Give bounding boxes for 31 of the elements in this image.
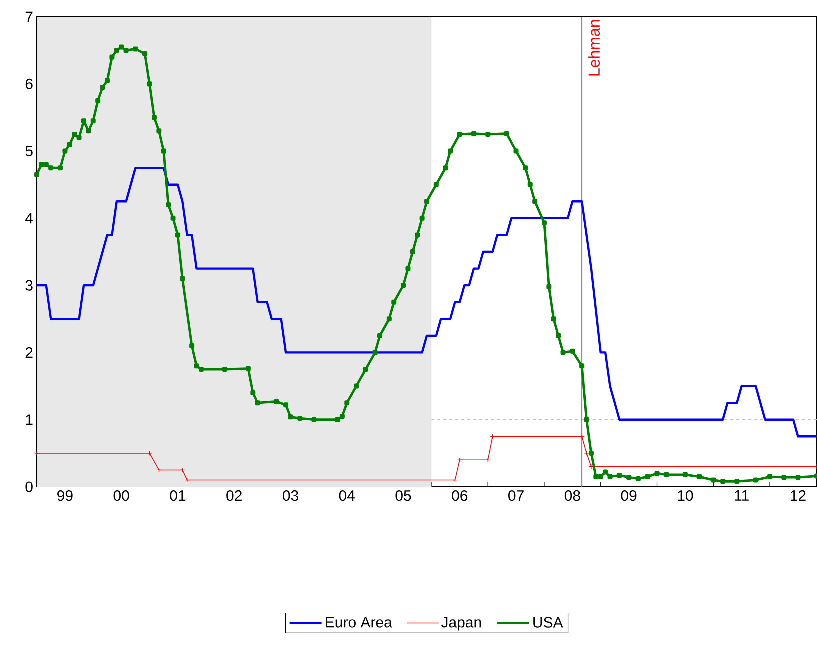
y-tick-label: 5 [26,146,33,157]
x-tick-label: 08 [564,490,580,502]
y-tick-label: 1 [26,414,33,426]
legend-label: Euro Area [326,617,392,628]
x-tick-label: 11 [735,490,749,501]
x-tick-label: 00 [114,490,130,502]
x-tick-label: 02 [226,490,242,502]
point [147,450,152,456]
point [584,450,590,456]
y-tick-label: 6 [26,78,33,90]
x-tick-label: 09 [621,490,637,502]
legend-label: Japan [441,617,482,631]
x-tick-label: 06 [452,490,468,502]
x-tick-label: 10 [678,490,694,502]
point [580,434,585,440]
x-tick-label: 04 [339,490,356,502]
point [588,464,594,470]
x-tick-label: 03 [282,490,298,502]
x-tick-label: 05 [396,490,412,502]
y-tick-label: 7 [26,12,33,22]
legend-label: USA [534,617,564,628]
y-tick-label: 0 [26,482,33,492]
y-tick-label: 3 [26,280,33,291]
y-tick-label: 4 [25,213,34,224]
x-tick-label: 99 [58,490,73,502]
x-tick-label: 12 [791,490,806,501]
y-tick-label: 2 [26,347,33,358]
line-series [37,166,817,438]
ref-line-label: Lehman [588,20,600,76]
x-tick-label: 01 [170,490,186,502]
x-tick-label: 07 [508,490,524,502]
